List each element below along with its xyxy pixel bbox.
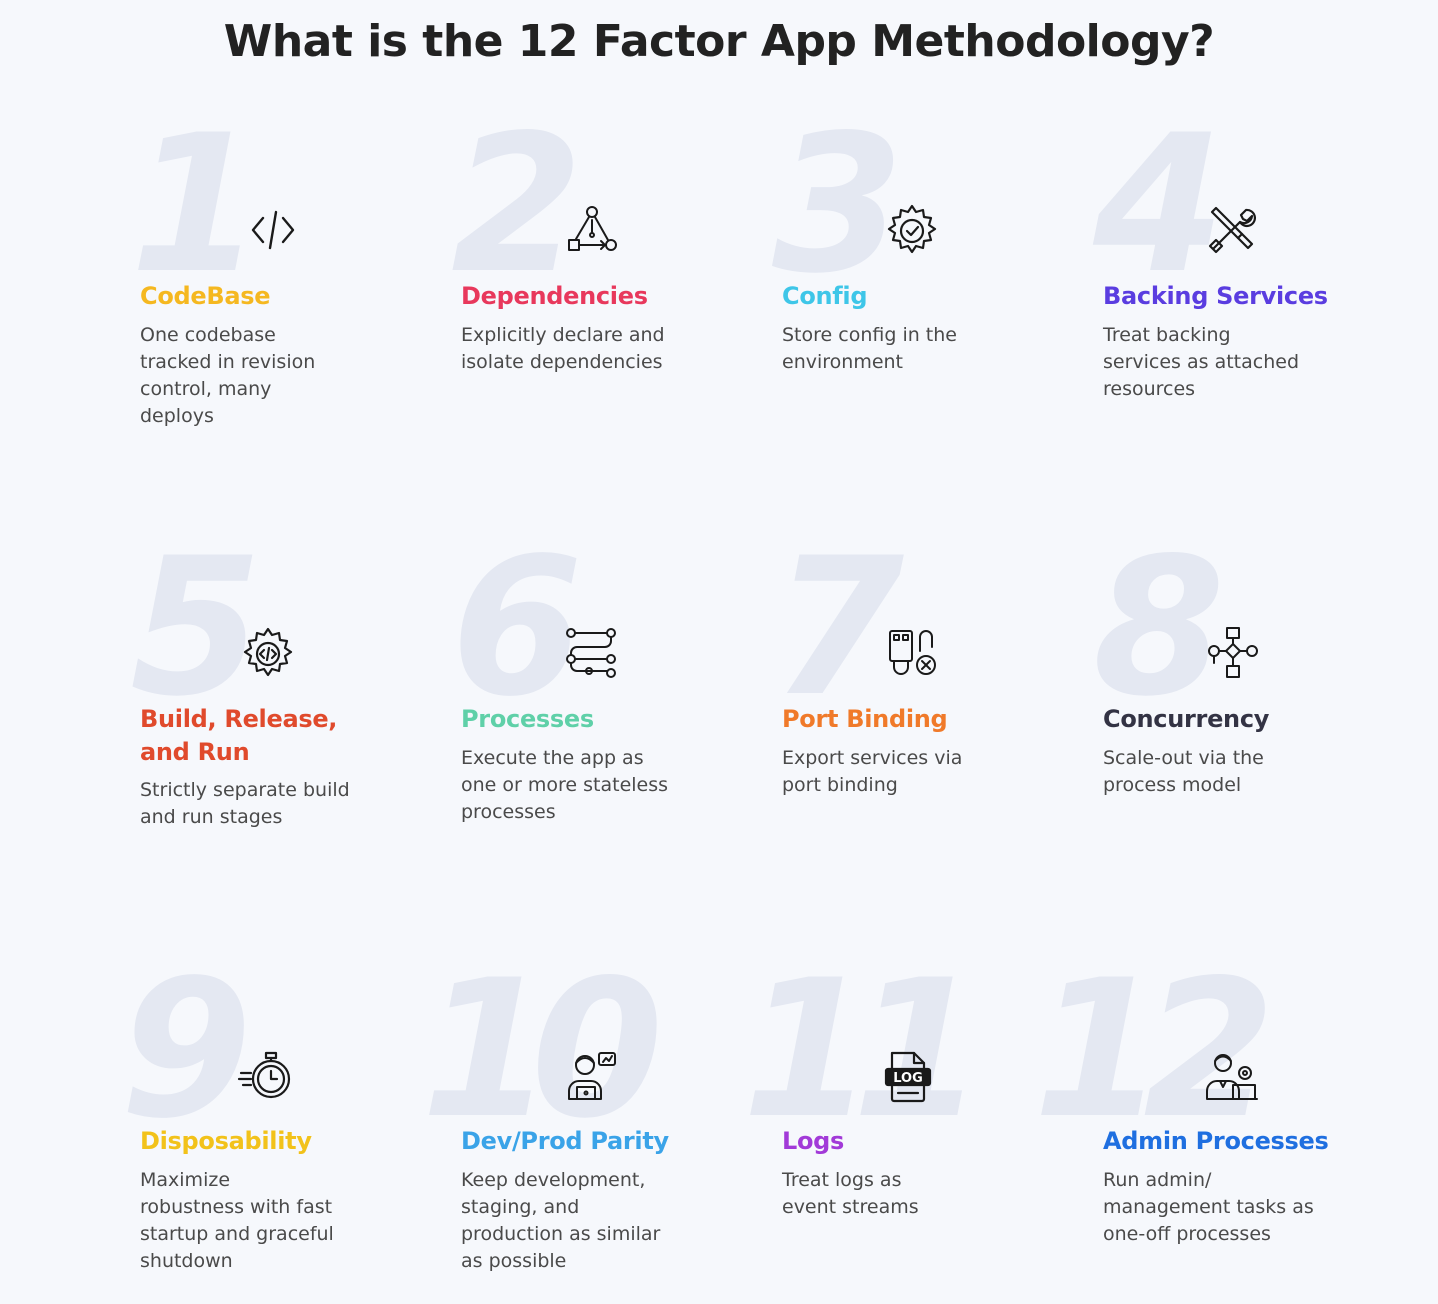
factor-title: Admin Processes: [1103, 1127, 1329, 1155]
factor-description: Export services via port binding: [782, 747, 963, 796]
factor-description: Maximize robustness with fast startup an…: [140, 1169, 334, 1272]
factor-description: Treat backing services as attached resou…: [1103, 324, 1300, 400]
factor-number: 11: [742, 939, 984, 1160]
factor-description: Strictly separate build and run stages: [140, 779, 350, 828]
factor-title: Disposability: [140, 1127, 312, 1155]
factor-title: Dev/Prod Parity: [461, 1127, 669, 1155]
factor-description: Scale-out via the process model: [1103, 747, 1264, 796]
factor-card-10: 10 Dev/Prod Parity Keep development, sta…: [421, 955, 781, 1304]
factor-description: One codebase tracked in revision control…: [140, 324, 316, 427]
stopwatch-icon: [237, 1049, 293, 1105]
factor-title: Config: [782, 282, 868, 310]
factor-title: Port Binding: [782, 705, 948, 733]
factor-number: 2: [451, 94, 583, 315]
factor-card-12: 12 Admin Processes Run admin/ management…: [1033, 955, 1423, 1304]
factor-card-2: 2 Dependencies Explicitly declare and is…: [451, 110, 781, 510]
factor-number: 7: [772, 517, 904, 738]
code-icon: [245, 202, 301, 258]
process-flow-icon: [563, 625, 619, 681]
factor-title: Dependencies: [461, 282, 648, 310]
factor-title: Build, Release, and Run: [140, 705, 338, 766]
log-file-icon: LOG: [880, 1049, 936, 1105]
factor-title: Processes: [461, 705, 594, 733]
port-plug-icon: [884, 625, 940, 681]
factor-description: Run admin/ management tasks as one-off p…: [1103, 1169, 1314, 1245]
factor-card-9: 9 Disposability Maximize robustness with…: [120, 955, 460, 1304]
factor-card-7: 7 Port Binding Export services via port …: [772, 533, 1102, 933]
factor-card-6: 6 Processes Execute the app as one or mo…: [451, 533, 781, 933]
factor-description: Treat logs as event streams: [782, 1169, 919, 1218]
factor-title: CodeBase: [140, 282, 271, 310]
factor-description: Keep development, staging, and productio…: [461, 1169, 661, 1272]
factor-number: 3: [772, 94, 904, 315]
factor-title: Logs: [782, 1127, 845, 1155]
page-title: What is the 12 Factor App Methodology?: [223, 16, 1215, 67]
factor-number: 5: [130, 517, 262, 738]
flowchart-icon: [1205, 625, 1261, 681]
factor-description: Explicitly declare and isolate dependenc…: [461, 324, 665, 373]
factor-number: 9: [120, 939, 252, 1160]
factor-description: Execute the app as one or more stateless…: [461, 747, 669, 823]
factor-card-11: 11 LOG Logs Treat logs as event streams: [742, 955, 1102, 1304]
factor-number: 1: [130, 94, 262, 315]
factor-card-4: 4 Backing Services Treat backing service…: [1093, 110, 1423, 510]
developer-icon: [563, 1049, 619, 1105]
factor-number: 6: [451, 517, 583, 738]
factor-title: Backing Services: [1103, 282, 1328, 310]
factor-number: 12: [1033, 939, 1275, 1160]
gear-check-icon: [884, 202, 940, 258]
admin-user-icon: [1203, 1049, 1259, 1105]
gear-code-icon: [240, 625, 296, 681]
factor-card-3: 3 Config Store config in the environment: [772, 110, 1102, 510]
factor-number: 4: [1093, 94, 1225, 315]
factor-description: Store config in the environment: [782, 324, 957, 373]
factor-card-1: 1 CodeBase One codebase tracked in revis…: [130, 110, 460, 510]
tools-icon: [1204, 202, 1260, 258]
dependency-graph-icon: [564, 202, 620, 258]
svg-text:LOG: LOG: [893, 1071, 923, 1086]
factor-number: 10: [421, 939, 663, 1160]
factor-card-8: 8 Concurrency Scale-out via the process …: [1093, 533, 1423, 933]
factor-card-5: 5 Build, Release, and Run Strictly separ…: [130, 533, 460, 933]
factor-title: Concurrency: [1103, 705, 1270, 733]
factor-number: 8: [1093, 517, 1225, 738]
